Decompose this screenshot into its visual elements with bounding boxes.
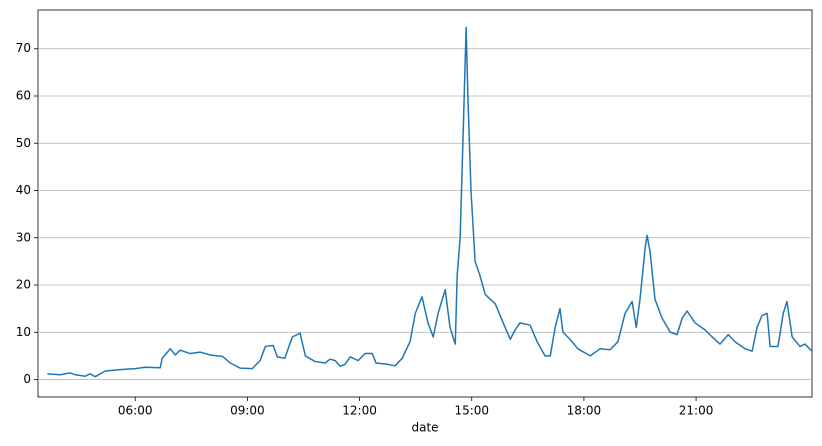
- x-axis-label: date: [411, 421, 438, 435]
- data-line: [47, 26, 813, 378]
- y-tick-label: 0: [23, 372, 31, 386]
- y-tick-label: 40: [16, 183, 31, 197]
- y-tick-label: 60: [16, 89, 31, 103]
- x-tick-label: 06:00: [118, 404, 153, 418]
- plot-frame: [37, 9, 813, 398]
- x-tick-label: 21:00: [679, 404, 714, 418]
- x-tick-label: 09:00: [230, 404, 265, 418]
- y-tick-label: 20: [16, 278, 31, 292]
- x-tick-label: 15:00: [454, 404, 489, 418]
- y-tick-label: 50: [16, 136, 31, 150]
- y-tick-label: 30: [16, 230, 31, 244]
- y-tick-label: 10: [16, 325, 31, 339]
- x-tick-label: 18:00: [567, 404, 602, 418]
- y-tick-label: 70: [16, 41, 31, 55]
- x-tick-label: 12:00: [342, 404, 377, 418]
